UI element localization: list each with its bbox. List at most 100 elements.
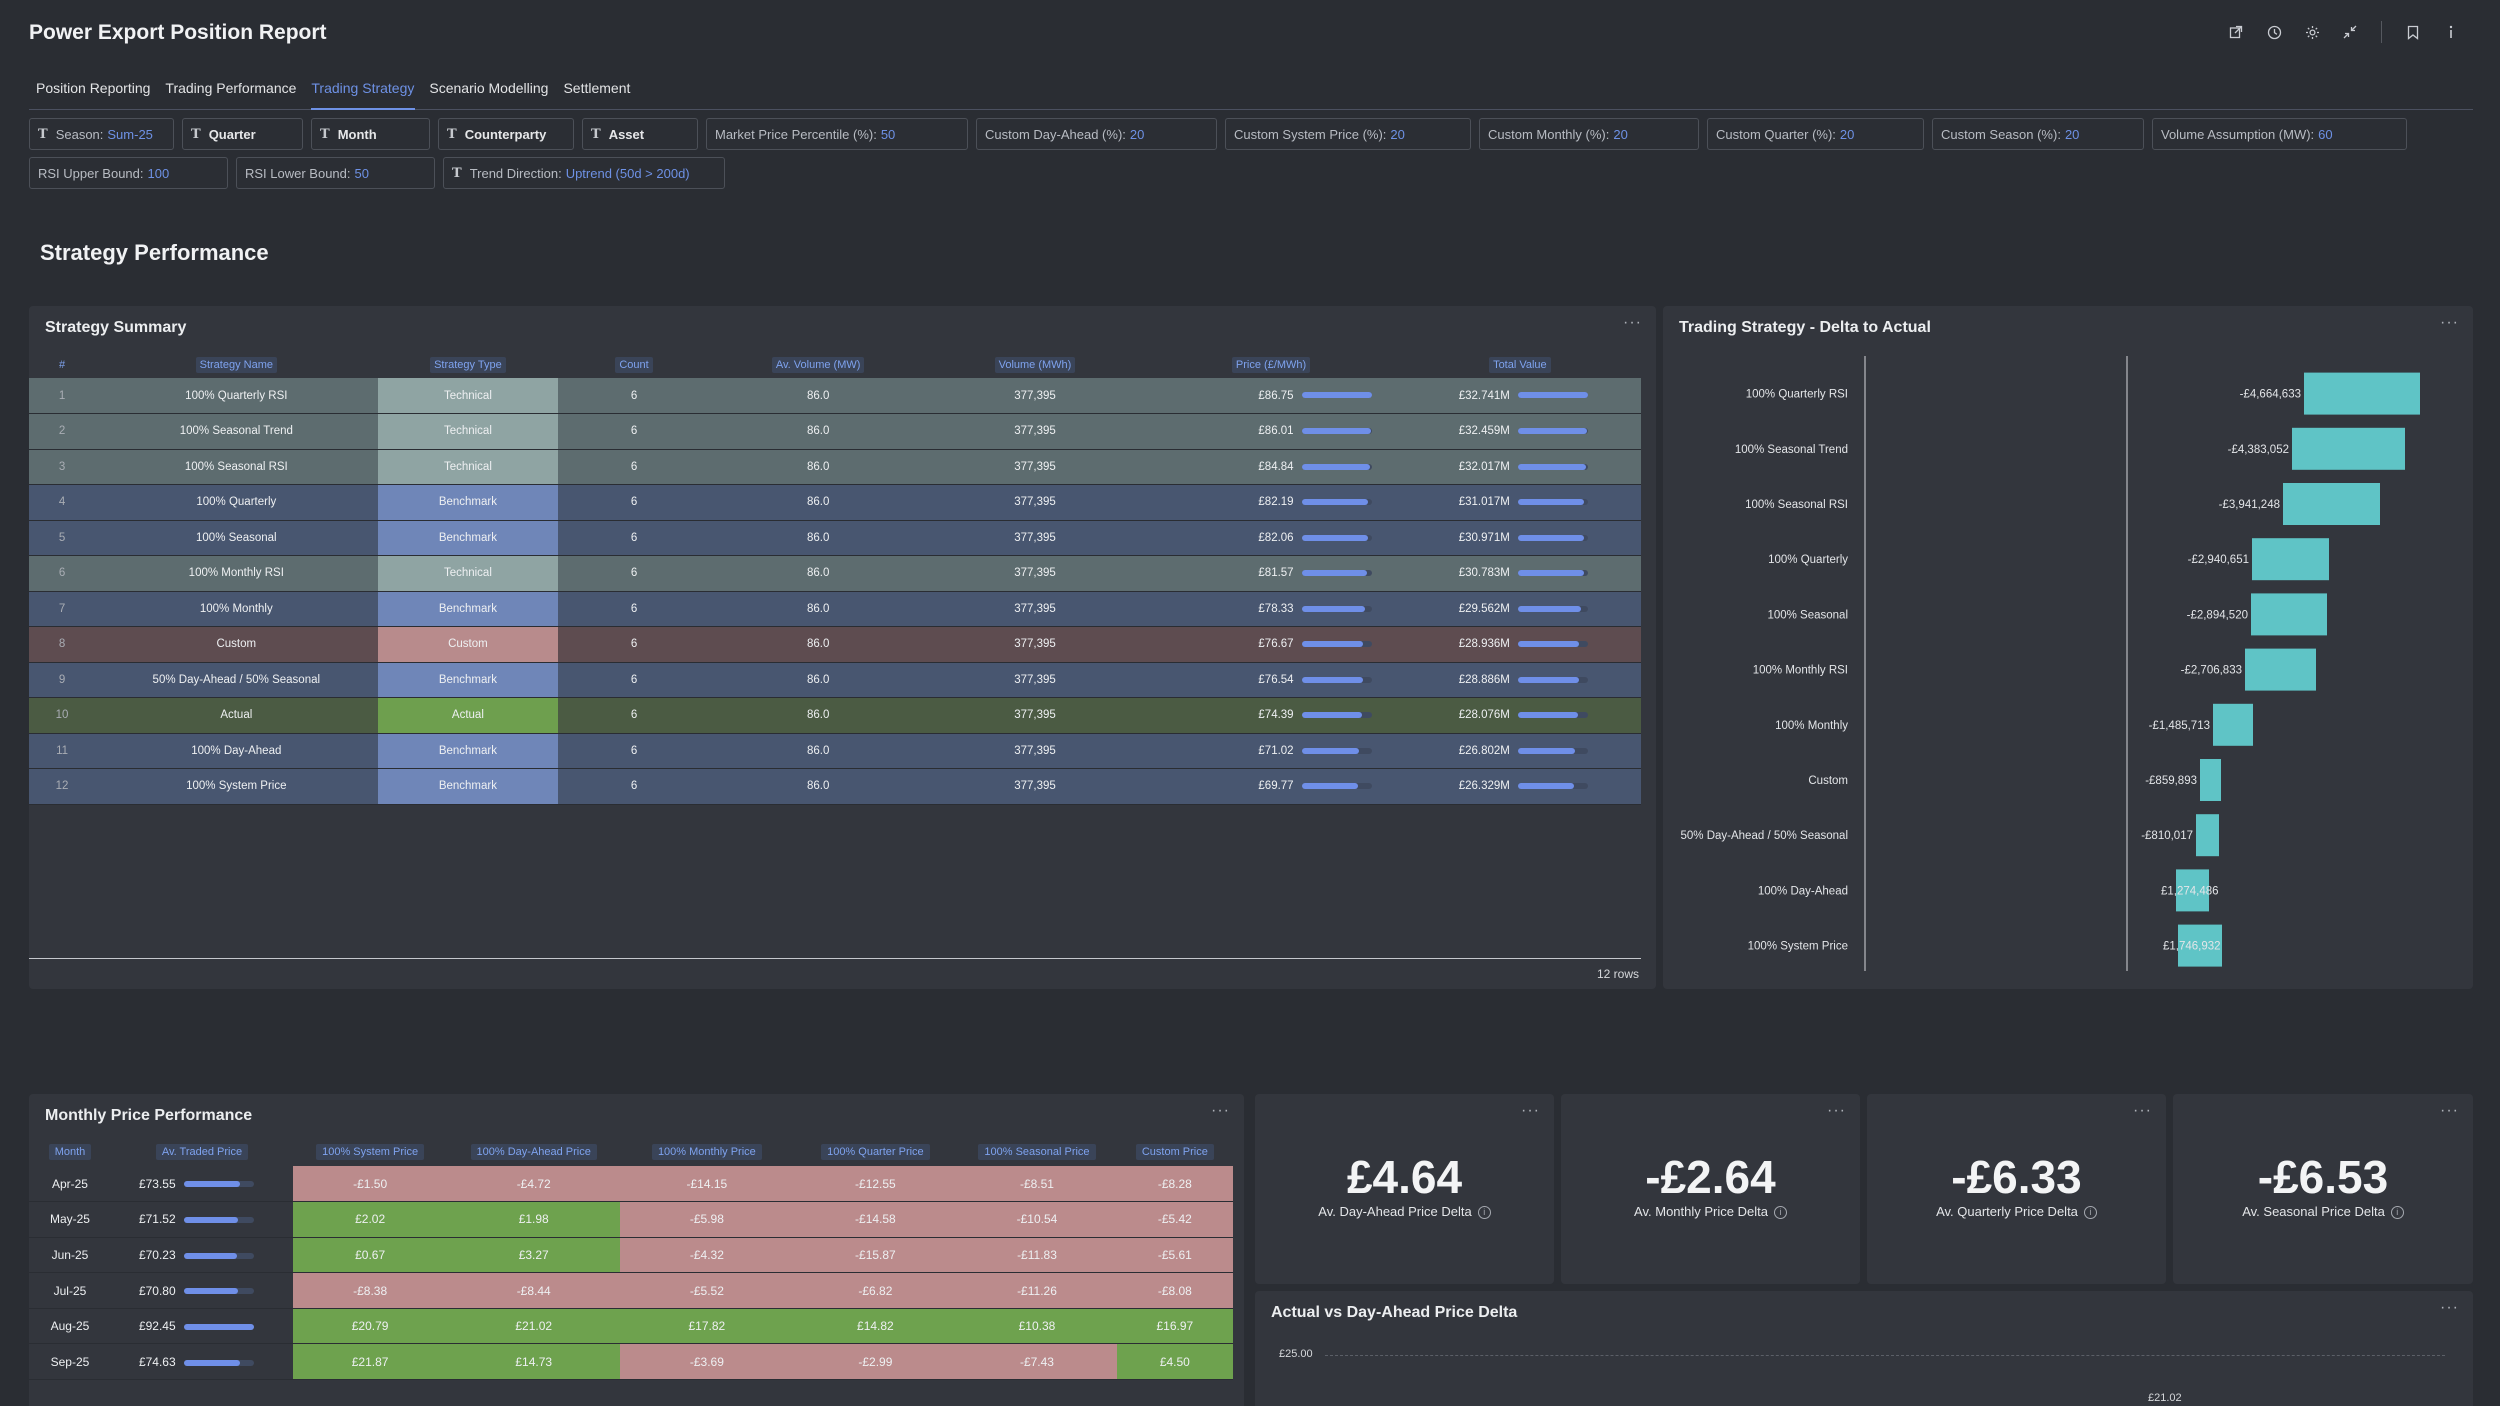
info-icon[interactable]: i [2390,1206,2404,1220]
delta-cell: -£8.38 [293,1272,448,1309]
table-row[interactable]: 6 100% Monthly RSI Technical 6 86.0 377,395 £8… [29,555,1641,592]
price-value: £81.57 [1258,567,1294,580]
filter-chip[interactable]: T Asset [582,118,698,150]
table-row[interactable]: 9 50% Day-Ahead / 50% Seasonal Benchmark 6 8… [29,662,1641,698]
tab-settlement[interactable]: Settlement [563,80,631,96]
filter-chip[interactable]: Market Price Percentile (%): 50 [706,118,968,150]
table-row[interactable]: 3 100% Seasonal RSI Technical 6 86.0 377,395 £… [29,449,1641,485]
av-volume-cell: 86.0 [709,591,927,627]
column-header[interactable]: Price (£/MWh) [1143,352,1398,378]
collapse-icon[interactable] [2331,20,2369,44]
more-options-icon[interactable]: ··· [1827,1102,1846,1119]
price-value: £82.06 [1258,531,1294,544]
av-volume-cell: 86.0 [709,413,927,450]
delta-cell: £21.02 [447,1308,621,1345]
column-header[interactable]: Av. Traded Price [111,1138,293,1166]
more-options-icon[interactable]: ··· [2440,1102,2459,1119]
column-header[interactable]: Av. Volume (MW) [710,352,927,378]
filter-value: 20 [1613,126,1628,142]
monthly-price-table: Month Av. Traded Price 100% System Price 10… [29,1138,1233,1381]
category-label: 100% Quarterly RSI [1746,389,1848,401]
table-row[interactable]: Jul-25 £70.80 -£8.38 -£8.44 -£5.52 -£6.82 -£11… [29,1272,1233,1309]
settings-icon[interactable] [2293,20,2331,44]
column-header[interactable]: Count [558,352,709,378]
filter-chip[interactable]: T Trend Direction: Uptrend (50d > 200d) [443,157,725,189]
column-header[interactable]: 100% Monthly Price [620,1138,793,1166]
filter-chip[interactable]: RSI Lower Bound: 50 [236,157,435,189]
table-row[interactable]: 12 100% System Price Benchmark 6 86.0 377,395… [29,768,1641,805]
column-header[interactable]: 100% Seasonal Price [957,1138,1116,1166]
price-value: £86.75 [1258,389,1294,402]
info-icon[interactable]: i [2083,1206,2097,1220]
filter-chip[interactable]: T Season: Sum-25 [29,118,174,150]
column-header[interactable]: Month [29,1138,111,1166]
filter-chip[interactable]: Custom Monthly (%): 20 [1479,118,1699,150]
more-options-icon[interactable]: ··· [2440,1299,2459,1316]
more-options-icon[interactable]: ··· [1211,1102,1230,1119]
history-icon[interactable] [2255,20,2293,44]
filter-chip[interactable]: T Counterparty [438,118,574,150]
info-icon[interactable] [2432,20,2470,44]
tab-trading-performance[interactable]: Trading Performance [165,80,297,96]
table-row[interactable]: Jun-25 £70.23 £0.67 £3.27 -£4.32 -£15.87 -£11.… [29,1237,1233,1274]
filter-label: Custom Quarter (%): [1716,126,1836,142]
tab-trading-strategy[interactable]: Trading Strategy [311,80,415,96]
table-row[interactable]: Aug-25 £92.45 £20.79 £21.02 £17.82 £14.82 £10.… [29,1308,1233,1345]
column-header[interactable]: 100% Quarter Price [794,1138,958,1166]
volume-cell: 377,395 [926,733,1144,769]
total-bar [1517,712,1588,719]
table-row[interactable]: 1 100% Quarterly RSI Technical 6 86.0 377,395… [29,378,1641,414]
column-header[interactable]: 100% Day-Ahead Price [447,1138,620,1166]
filter-chip[interactable]: RSI Upper Bound: 100 [29,157,228,189]
column-header[interactable]: # [58,359,66,371]
tab-divider [29,109,2473,110]
delta-cell: -£7.43 [957,1343,1117,1381]
tab-scenario-modelling[interactable]: Scenario Modelling [429,80,549,96]
table-row[interactable]: 5 100% Seasonal Benchmark 6 86.0 377,395 £82.0… [29,520,1641,556]
more-options-icon[interactable]: ··· [2440,314,2459,331]
filter-value: 20 [1129,126,1145,142]
price-bar [1301,641,1372,648]
traded-price-bar [183,1217,254,1224]
filter-chip[interactable]: T Month [311,118,430,150]
month-cell: Jul-25 [29,1272,111,1309]
tab-position-reporting[interactable]: Position Reporting [36,80,151,96]
delta-cell: £2.02 [293,1201,448,1238]
kpi-card: ··· -£6.53 Av. Seasonal Price Delta i [2173,1094,2473,1284]
column-header[interactable]: Custom Price [1117,1138,1233,1166]
table-row[interactable]: 8 Custom Custom 6 86.0 377,395 £76.67 £28.936M [29,626,1641,663]
total-value-cell: £30.971M [1398,520,1641,556]
table-row[interactable]: 10 Actual Actual 6 86.0 377,395 £74.39 £28.076M [29,697,1641,734]
table-row[interactable]: 2 100% Seasonal Trend Technical 6 86.0 377,39… [29,413,1641,450]
table-row[interactable]: Sep-25 £74.63 £21.87 £14.73 -£3.69 -£2.99 -£7.… [29,1343,1233,1381]
info-icon[interactable]: i [1773,1206,1787,1220]
total-value: £28.076M [1458,709,1510,722]
column-header[interactable]: Strategy Type [378,352,559,378]
more-options-icon[interactable]: ··· [1623,314,1642,331]
category-label: 100% Day-Ahead [1758,885,1848,897]
total-value-cell: £32.459M [1398,413,1641,450]
filter-chip[interactable]: Volume Assumption (MW): 60 [2152,118,2407,150]
filter-chip[interactable]: Custom Day-Ahead (%): 20 [976,118,1217,150]
table-row[interactable]: 4 100% Quarterly Benchmark 6 86.0 377,395 £82.… [29,484,1641,521]
column-header[interactable]: Strategy Name [95,352,377,378]
bookmark-icon[interactable] [2394,20,2432,44]
filter-chip[interactable]: Custom System Price (%): 20 [1225,118,1471,150]
column-header[interactable]: Total Value [1399,352,1641,378]
filter-chip[interactable]: T Quarter [182,118,303,150]
external-link-icon[interactable] [2217,20,2255,44]
table-row[interactable]: Apr-25 £73.55 -£1.50 -£4.72 -£14.15 -£12.55 -£… [29,1166,1233,1203]
filter-chip[interactable]: Custom Quarter (%): 20 [1707,118,1924,150]
traded-price-cell: £70.23 [110,1237,293,1274]
table-row[interactable]: 7 100% Monthly Benchmark 6 86.0 377,395 £78.33… [29,591,1641,627]
table-row[interactable]: May-25 £71.52 £2.02 £1.98 -£5.98 -£14.58 -£10.… [29,1201,1233,1238]
more-options-icon[interactable]: ··· [2133,1102,2152,1119]
filter-chip[interactable]: Custom Season (%): 20 [1932,118,2144,150]
column-header[interactable]: 100% System Price [293,1138,447,1166]
total-bar [1517,747,1588,754]
table-row[interactable]: 11 100% Day-Ahead Benchmark 6 86.0 377,395 £71… [29,733,1641,769]
total-value: £32.459M [1458,425,1510,438]
info-icon[interactable]: i [1477,1206,1491,1220]
column-header[interactable]: Volume (MWh) [927,352,1144,378]
more-options-icon[interactable]: ··· [1521,1102,1540,1119]
